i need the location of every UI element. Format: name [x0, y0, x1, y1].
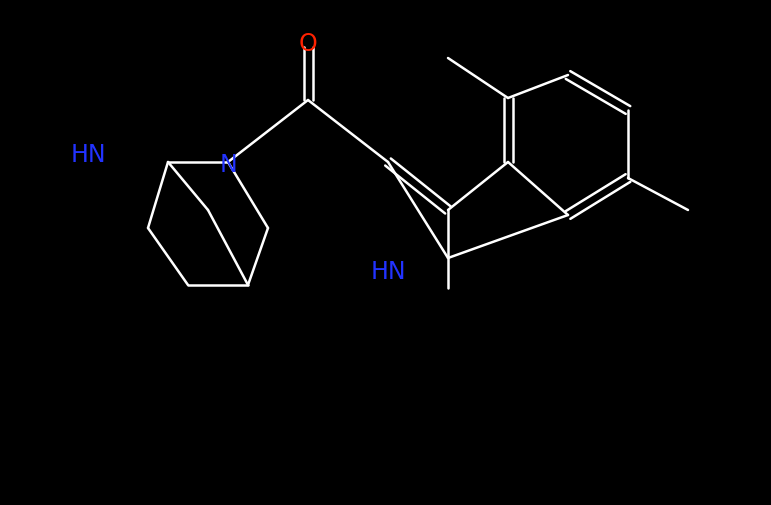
Text: N: N — [219, 153, 237, 177]
Text: HN: HN — [70, 143, 106, 167]
Text: O: O — [298, 32, 318, 56]
Text: HN: HN — [370, 260, 406, 284]
